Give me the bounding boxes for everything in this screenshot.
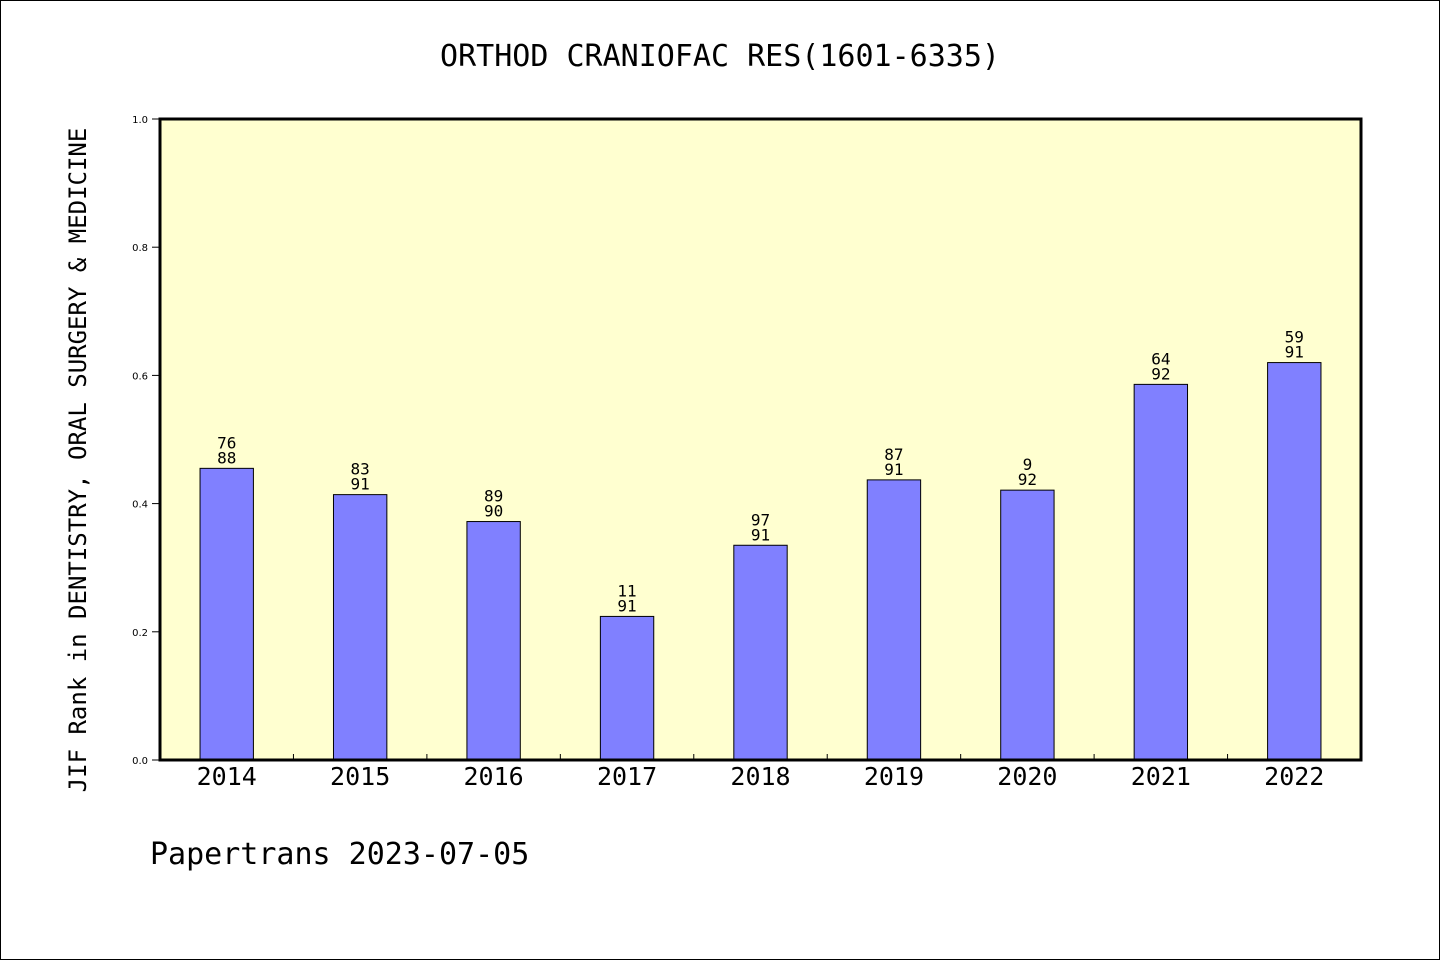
bar-2014	[199, 467, 254, 761]
y-tick-label: 0.4	[132, 500, 148, 511]
plot-border	[158, 117, 1363, 762]
x-axis: 2014 2015 2016 2017 2018 2019 2020 2021 2022	[197, 754, 1324, 791]
x-tick-label-2017: 2017	[597, 762, 657, 791]
bar-label-top-2019: 87	[884, 445, 903, 464]
bar-label-top-2021: 64	[1151, 349, 1170, 368]
y-tick-label: 0.8	[132, 243, 148, 254]
bar-2017	[599, 615, 655, 761]
bar-2021	[1133, 383, 1189, 761]
x-tick-label-2016: 2016	[464, 762, 524, 791]
bar-label-top-2014: 76	[217, 433, 236, 452]
x-tick-label-2022: 2022	[1264, 762, 1324, 791]
bar-label-top-2020: 9	[1023, 455, 1033, 474]
bar-label-top-2018: 97	[751, 510, 770, 529]
bar-label-bottom-2015: 91	[351, 475, 370, 494]
bar-2018	[733, 544, 788, 761]
bar-2022	[1267, 362, 1322, 761]
bar-2020	[1000, 489, 1055, 761]
bar-label-bottom-2019: 91	[884, 460, 903, 479]
bar-label-bottom-2021: 92	[1151, 364, 1170, 383]
bar-label-top-2022: 59	[1285, 328, 1304, 347]
y-tick-label: 0.0	[132, 756, 148, 767]
bar-label-bottom-2017: 91	[617, 596, 636, 615]
footer-text: Papertrans 2023-07-05	[150, 837, 529, 872]
y-tick-label: 1.0	[132, 115, 148, 126]
x-tick-label-2014: 2014	[197, 762, 257, 791]
bar-label-top-2017: 11	[617, 581, 636, 600]
bar-2015	[332, 494, 388, 761]
bar-label-top-2015: 83	[351, 460, 370, 479]
x-tick-label-2015: 2015	[330, 762, 390, 791]
x-tick-label-2018: 2018	[730, 762, 790, 791]
y-tick-label: 0.2	[132, 628, 148, 639]
x-tick-label-2021: 2021	[1131, 762, 1191, 791]
chart-title: ORTHOD CRANIOFAC RES(1601-6335)	[440, 39, 1000, 74]
bar-label-bottom-2018: 91	[751, 525, 770, 544]
bars-group	[199, 362, 1322, 761]
bar-label-top-2016: 89	[484, 487, 503, 506]
bar-2016	[466, 521, 521, 761]
y-tick-label: 0.6	[132, 371, 148, 382]
y-axis-label: JIF Rank in DENTISTRY, ORAL SURGERY & ME…	[64, 128, 92, 793]
bar-2019	[866, 479, 922, 761]
x-tick-label-2020: 2020	[997, 762, 1057, 791]
y-axis: 0.0 0.2 0.4 0.6 0.8 1.0	[132, 115, 160, 767]
bar-label-bottom-2020: 92	[1018, 470, 1037, 489]
bar-label-bottom-2014: 88	[217, 448, 236, 467]
x-tick-label-2019: 2019	[864, 762, 924, 791]
bar-label-bottom-2016: 90	[484, 502, 503, 521]
bar-label-bottom-2022: 91	[1285, 343, 1304, 362]
